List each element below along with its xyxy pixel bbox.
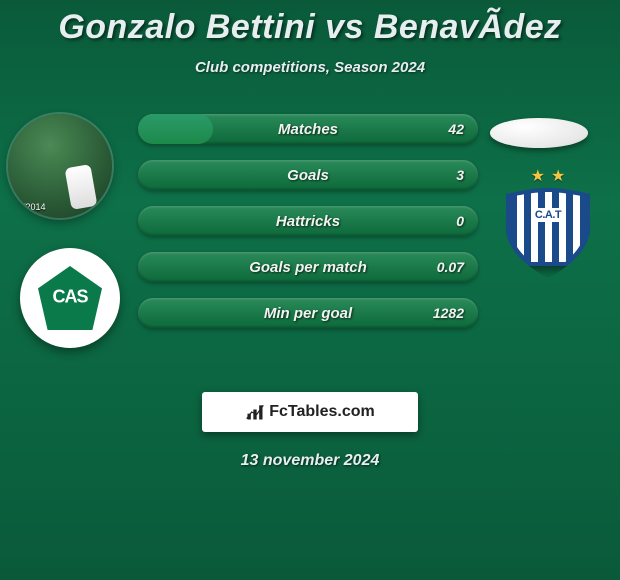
stat-bar-matches: Matches 42	[138, 114, 478, 144]
stat-bars: Matches 42 Goals 3 Hattricks 0 Goals per…	[138, 114, 478, 328]
star-icon: ★	[531, 166, 545, 186]
stat-label: Hattricks	[276, 213, 340, 230]
branding-badge: FcTables.com	[202, 392, 418, 432]
stat-bar-goals-per-match: Goals per match 0.07	[138, 252, 478, 282]
player-left-avatar: 1/2014	[8, 114, 112, 218]
stat-bar-fill	[138, 114, 213, 144]
stat-label: Goals	[287, 167, 329, 184]
player-right-avatar-placeholder	[490, 118, 588, 148]
club-left-badge	[20, 248, 120, 348]
stat-bar-min-per-goal: Min per goal 1282	[138, 298, 478, 328]
stat-bar-goals: Goals 3	[138, 160, 478, 190]
stat-value: 3	[456, 167, 464, 183]
club-right-stars: ★ ★	[531, 166, 566, 186]
stat-value: 0.07	[437, 259, 464, 275]
subtitle: Club competitions, Season 2024	[0, 59, 620, 76]
stat-value: 0	[456, 213, 464, 229]
stat-label: Matches	[278, 121, 338, 138]
avatar-date-badge: 1/2014	[18, 202, 46, 212]
stat-label: Min per goal	[264, 305, 352, 322]
stat-bar-hattricks: Hattricks 0	[138, 206, 478, 236]
star-icon: ★	[551, 166, 565, 186]
club-left-shield-icon	[38, 266, 102, 330]
chart-icon	[245, 402, 265, 422]
stat-label: Goals per match	[249, 259, 367, 276]
footer-date: 13 november 2024	[0, 452, 620, 470]
comparison-content: 1/2014 ★ ★ Matches 42 Goals 3 Hattricks …	[0, 114, 620, 374]
club-right-badge: ★ ★	[498, 166, 598, 266]
stat-value: 1282	[433, 305, 464, 321]
branding-text: FcTables.com	[269, 403, 375, 421]
page-title: Gonzalo Bettini vs BenavÃ­dez	[0, 0, 620, 47]
club-right-shield-icon	[506, 188, 590, 266]
stat-value: 42	[448, 121, 464, 137]
